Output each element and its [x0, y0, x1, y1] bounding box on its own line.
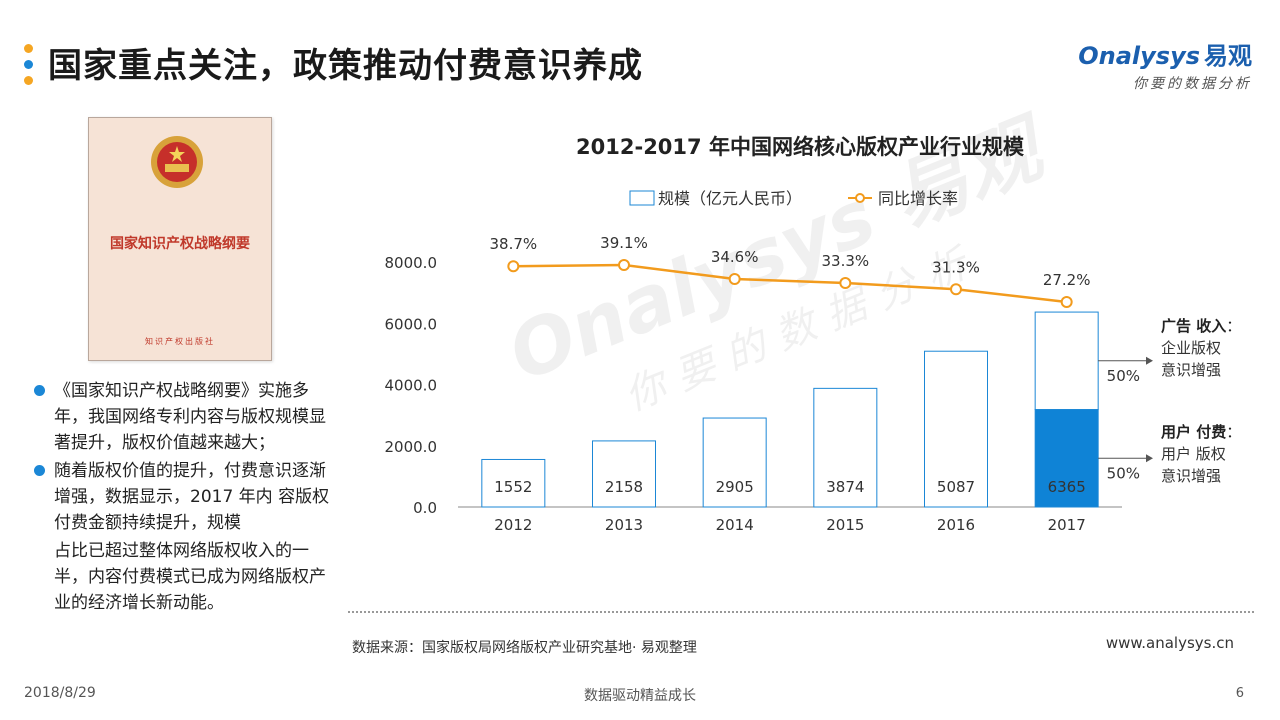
bullet-text: 《国家知识产权战略纲要》实施多年，我国网络专利内容与版权规模显著提升，版权价值越…	[54, 381, 326, 453]
growth-rate-point	[950, 283, 962, 296]
legend-line-label: 同比增长率	[878, 189, 958, 208]
brand-name-latin: nalysys	[1098, 42, 1200, 70]
growth-rate-point	[728, 272, 741, 285]
x-tick-label: 2015	[826, 516, 864, 534]
annotation-title: 用户 付费：	[1161, 423, 1241, 441]
bar	[702, 417, 767, 508]
legend-line-marker	[855, 193, 865, 203]
bar-value-label: 2158	[605, 478, 643, 496]
annotation-text: 用户 版权	[1161, 445, 1226, 463]
book-title: 国家知识产权战略纲要	[110, 236, 250, 252]
annotation-arrow-head	[1146, 454, 1153, 463]
bar	[813, 387, 878, 508]
bullet-item: 随着版权价值的提升，付费意识逐渐增强，数据显示，2017 年内 容版权付费金额持…	[34, 458, 334, 536]
annotation-title-sep: ：	[1226, 423, 1241, 441]
data-source: 数据来源：国家版权局网络版权产业研究基地· 易观整理	[352, 640, 697, 656]
x-tick-label: 2012	[494, 516, 532, 534]
bar-value-label: 2905	[716, 478, 754, 496]
y-tick-label: 6000.0	[385, 315, 438, 333]
bar	[924, 350, 988, 508]
footer-slogan: 数据驱动精益成长	[584, 688, 696, 704]
annotation-title: 广告 收入：	[1161, 317, 1241, 335]
brand-slogan: 你要的数据分析	[1133, 76, 1252, 92]
growth-rate-label: 38.7%	[490, 235, 538, 253]
annotation-title-bold: 广告 收入	[1161, 317, 1226, 335]
y-tick-label: 0.0	[413, 499, 437, 517]
page-title: 国家重点关注，政策推动付费意识养成	[48, 46, 643, 86]
growth-rate-point	[507, 260, 520, 273]
growth-rate-line	[513, 263, 1067, 304]
bar-value-label: 5087	[937, 478, 975, 496]
brand-logo: Onalysys 易观 你要的数据分析	[1078, 36, 1252, 93]
annotation-text: 意识增强	[1161, 467, 1221, 485]
bar-value-label: 1552	[494, 478, 532, 496]
legend-bar-swatch	[629, 190, 655, 206]
y-tick-label: 8000.0	[385, 254, 438, 272]
growth-rate-point	[839, 277, 852, 290]
website-link[interactable]: www.analysys.cn	[1105, 634, 1234, 652]
growth-rate-label: 33.3%	[822, 252, 870, 270]
book-cover-image: 国家知识产权战略纲要 知识产权出版社	[88, 117, 272, 361]
growth-rate-point	[1060, 296, 1073, 308]
annotation-pct: 50%	[1107, 367, 1140, 385]
footer-date: 2018/8/29	[24, 685, 96, 701]
brand-name-glyph: O	[1078, 42, 1099, 70]
x-tick-label: 2017	[1048, 516, 1086, 534]
bullet-item: 《国家知识产权战略纲要》实施多年，我国网络专利内容与版权规模显著提升，版权价值越…	[34, 378, 334, 456]
x-tick-label: 2014	[716, 516, 754, 534]
bullet-list: 《国家知识产权战略纲要》实施多年，我国网络专利内容与版权规模显著提升，版权价值越…	[34, 378, 334, 618]
annotation-title-sep: ：	[1226, 317, 1241, 335]
bar	[592, 440, 656, 508]
growth-rate-point	[618, 259, 630, 271]
orange-dot	[24, 76, 33, 85]
bullet-dot-icon	[34, 465, 45, 476]
divider	[348, 611, 1254, 613]
page-number: 6	[1235, 686, 1244, 701]
title-decoration-dots	[24, 44, 34, 92]
annotation-text: 意识增强	[1161, 361, 1221, 379]
annotation-arrow-head	[1146, 356, 1153, 365]
book-publisher: 知识产权出版社	[145, 337, 215, 346]
bullet-continuation: 占比已超过整体网络版权收入的一半，内容付费模式已成为网络版权产业的经济增长新动能…	[34, 538, 334, 616]
y-tick-label: 2000.0	[385, 438, 438, 456]
bar-2017-upper	[1034, 311, 1099, 411]
growth-rate-label: 27.2%	[1043, 271, 1091, 289]
bullet-text: 占比已超过整体网络版权收入的一半，内容付费模式已成为网络版权产业的经济增长新动能…	[54, 541, 326, 613]
annotation-title-bold: 用户 付费	[1161, 423, 1226, 441]
orange-dot	[24, 44, 33, 53]
blue-dot	[24, 60, 33, 69]
annotation-pct: 50%	[1107, 464, 1140, 482]
brand-name-cn: 易观	[1204, 42, 1252, 70]
growth-rate-label: 31.3%	[932, 258, 980, 276]
growth-rate-label: 34.6%	[711, 248, 759, 266]
y-tick-label: 4000.0	[385, 377, 438, 395]
bar	[481, 458, 546, 508]
bullet-text: 随着版权价值的提升，付费意识逐渐增强，数据显示，2017 年内 容版权付费金额持…	[54, 461, 330, 533]
growth-rate-label: 39.1%	[600, 234, 648, 252]
bullet-dot-icon	[34, 385, 45, 396]
bar-value-label: 6365	[1048, 478, 1086, 496]
annotation-text: 企业版权	[1161, 339, 1221, 357]
legend-bar-label: 规模（亿元人民币）	[658, 189, 802, 208]
x-tick-label: 2016	[937, 516, 975, 534]
bar-value-label: 3874	[826, 478, 864, 496]
x-tick-label: 2013	[605, 516, 643, 534]
chart-title: 2012-2017 年中国网络核心版权产业行业规模	[576, 135, 1024, 159]
brand-name: Onalysys 易观	[1078, 36, 1252, 71]
national-emblem-icon	[151, 136, 203, 188]
bar-2017-lower	[1034, 409, 1099, 508]
